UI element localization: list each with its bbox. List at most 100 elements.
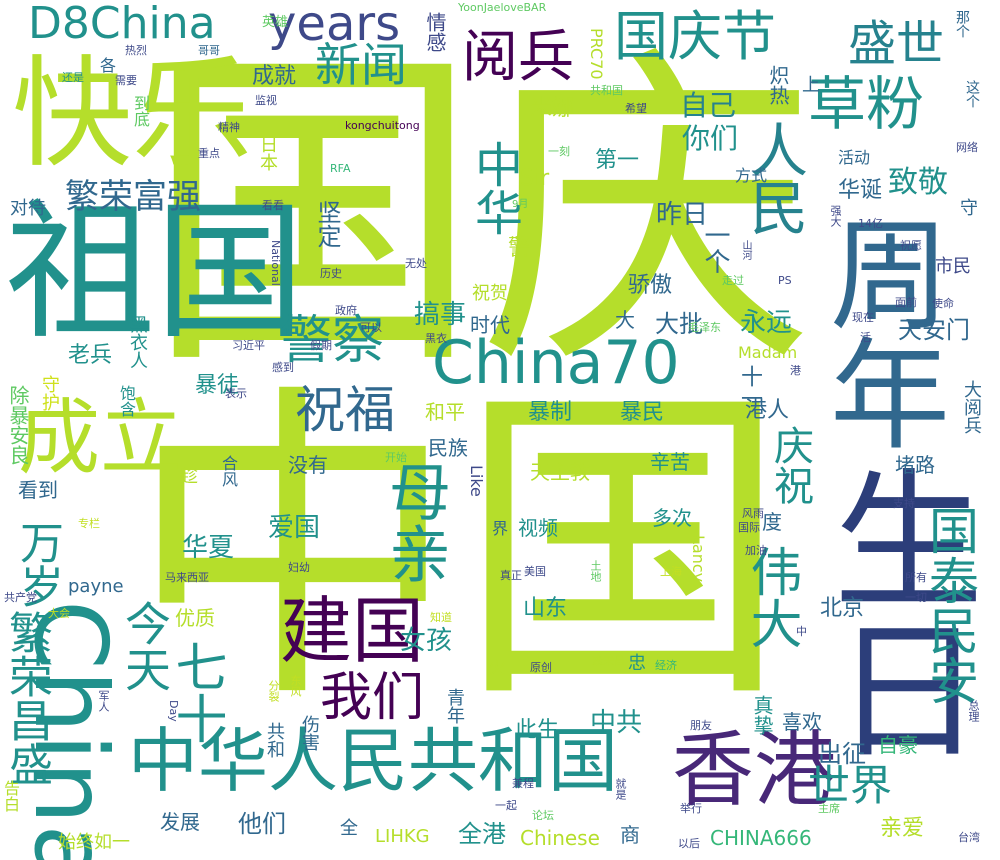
word-shiming: 使命 xyxy=(932,297,954,310)
word-huaxia: 华夏 xyxy=(182,533,235,563)
word-fenlie: 分裂 xyxy=(267,680,280,702)
word-guoqingjie: 国庆节 xyxy=(614,5,776,68)
word-zhengfu: 政府 xyxy=(335,304,357,317)
word-gaoshi: 搞事 xyxy=(414,300,467,330)
word-china666: CHINA666 xyxy=(710,826,812,850)
word-shengshi: 盛世 xyxy=(848,16,945,72)
word-juxing: 举行 xyxy=(680,802,702,815)
word-cisheng: 此生 xyxy=(515,718,560,743)
word-jianguo: 建国 xyxy=(280,589,425,673)
word-zhong-small: 中 xyxy=(796,625,807,638)
word-heiyi: 黑衣 xyxy=(425,332,447,345)
word-yiqi: 一起 xyxy=(495,799,517,812)
word-xianggang: 香港 xyxy=(672,723,837,818)
word-gaobai: 告白 xyxy=(1,780,20,812)
word-riben: 日本 xyxy=(257,135,278,171)
word-dongfeng: 东风 xyxy=(289,675,302,697)
word-jingcha: 警察 xyxy=(280,311,385,371)
word-guoji: 国际 xyxy=(738,521,760,534)
word-zuguo: 祖国 xyxy=(5,186,306,360)
word-relie: 热烈 xyxy=(125,44,147,57)
word-huodong: 活动 xyxy=(838,148,871,167)
word-fanrongchang: 繁荣昌 xyxy=(592,654,625,667)
word-xuyao: 需要 xyxy=(115,74,137,87)
word-quan: 全 xyxy=(340,818,358,839)
word-shanhe: 山河 xyxy=(740,240,751,260)
word-9yue: 9月 xyxy=(512,199,529,210)
word-jianding: 坚定 xyxy=(313,200,341,248)
word-zhenzheng: 真正 xyxy=(500,569,522,582)
word-heping: 和平 xyxy=(425,400,465,424)
word-payne: payne xyxy=(68,576,124,597)
word-zhenzhi: 真挚 xyxy=(750,695,774,735)
word-zhijing: 致敬 xyxy=(888,165,948,200)
word-taiwan: 台湾 xyxy=(958,831,980,844)
word-quangang: 全港 xyxy=(458,820,506,848)
word-shizhongruyi: 始终如一 xyxy=(58,832,130,853)
word-jiushi: 就是 xyxy=(614,778,627,800)
word-wuchu: 无处 xyxy=(405,257,427,270)
word-yike: 一刻 xyxy=(548,145,570,158)
word-fazhan: 发展 xyxy=(160,810,200,834)
word-tudi: 土地 xyxy=(589,560,602,582)
word-shou: 守 xyxy=(960,198,978,219)
word-dayuebing: 大阅兵 xyxy=(961,380,982,434)
word-caofen: 草粉 xyxy=(808,70,925,138)
word-shiyi: 十一 xyxy=(737,365,762,409)
word-day: Day xyxy=(167,700,180,722)
word-chubaoanliang: 除暴安良 xyxy=(6,385,30,465)
word-haishi: 还是 xyxy=(62,71,84,84)
word-shandong: 山东 xyxy=(523,596,568,621)
word-du: 度 xyxy=(762,510,782,534)
word-aiguo: 爱国 xyxy=(268,513,321,543)
word-biaoshi: 表示 xyxy=(225,387,247,400)
word-shouhu: 守护 xyxy=(39,375,60,411)
word-14yi: 14亿 xyxy=(858,217,883,230)
word-xianzai: 现在 xyxy=(852,311,874,324)
word-baomin: 暴民 xyxy=(620,400,665,425)
word-ps: PS xyxy=(778,274,792,287)
word-rfa: RFA xyxy=(330,162,351,175)
word-fanrongfuqiang: 繁荣富强 xyxy=(65,177,201,217)
word-gongheguo-small: 共和国 xyxy=(590,84,623,97)
word-national: National xyxy=(269,240,282,286)
word-qingzhu: 庆祝 xyxy=(767,425,813,505)
word-zhong-loyal: 忠 xyxy=(628,653,646,674)
word-zhuhe: 祝贺 xyxy=(472,283,508,304)
word-sir: Sir xyxy=(520,166,550,191)
word-jing: 警 xyxy=(508,236,531,261)
word-shipin: 视频 xyxy=(518,516,558,540)
word-meiyou: 没有 xyxy=(288,453,328,477)
word-ziji: 自己 xyxy=(680,89,737,122)
word-kankan: 看看 xyxy=(262,199,284,212)
word-zihao: 自豪 xyxy=(878,733,918,757)
word-nimen: 你们 xyxy=(682,122,739,155)
word-wansui: 万岁 xyxy=(12,520,63,608)
word-kuaile: 快乐 xyxy=(12,45,252,184)
word-guotaiminan: 国泰民安 xyxy=(921,505,979,705)
word-yuebing: 阅兵 xyxy=(462,25,574,90)
word-shang-biz: 商 xyxy=(620,823,640,847)
word-duoci: 多次 xyxy=(652,506,692,530)
word-xijinping: 习近平 xyxy=(232,339,265,352)
word-lishi: 历史 xyxy=(320,267,342,280)
word-qingnian: 青年 xyxy=(444,688,465,724)
word-fangshi: 方式 xyxy=(735,166,768,185)
word-qinai: 亲爱 xyxy=(880,816,925,841)
word-lancy: Lancy xyxy=(689,535,708,583)
word-tiananmen: 天安门 xyxy=(898,316,970,344)
word-shanghai-hurt: 伤害 xyxy=(299,715,320,751)
word-baohan: 饱含 xyxy=(117,385,136,417)
word-zhounian: 周年 xyxy=(809,212,948,452)
word-xiwang: 希望 xyxy=(625,102,647,115)
word-china-vertical: China xyxy=(12,600,129,860)
word-yoonjaelovebar: YoonJaeloveBAR xyxy=(458,1,547,14)
word-shang: 上 xyxy=(799,75,820,93)
word-zhonggong: 中共 xyxy=(590,708,643,738)
word-zhuxi: 主席 xyxy=(818,802,840,815)
word-youzhi: 优质 xyxy=(175,606,215,630)
word-jingji: 经济 xyxy=(655,659,677,672)
word-dahui: 大会 xyxy=(48,607,70,620)
word-zhichi: 支持 xyxy=(893,497,915,510)
word-xihuan: 喜欢 xyxy=(782,710,822,734)
